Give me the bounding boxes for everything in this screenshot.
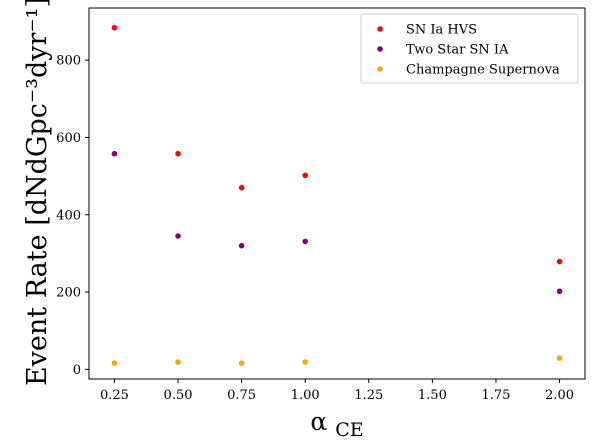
legend-marker xyxy=(377,66,383,72)
x-tick-label: 1.75 xyxy=(481,388,510,403)
data-point xyxy=(111,24,118,31)
x-tick-label: 1.25 xyxy=(354,388,383,403)
y-tick-label: 0 xyxy=(73,363,81,378)
x-axis-label: α CE xyxy=(310,407,363,441)
data-points xyxy=(111,24,563,366)
x-tick-label: 2.00 xyxy=(545,388,574,403)
x-tick-label: 0.75 xyxy=(227,388,256,403)
legend-label: Two Star SN IA xyxy=(406,43,509,58)
legend-label: Champagne Supernova xyxy=(406,63,560,78)
data-point xyxy=(302,359,309,365)
data-point xyxy=(175,359,181,365)
legend-label: SN Ia HVS xyxy=(406,23,477,38)
x-tick-label: 0.50 xyxy=(164,388,193,403)
legend-box xyxy=(360,13,579,84)
y-axis-label: Event Rate [dNdGpc⁻³dyr⁻¹] xyxy=(22,0,53,386)
x-axis-label-subscript: CE xyxy=(335,419,363,441)
y-tick-label: 400 xyxy=(56,208,81,223)
data-point xyxy=(556,288,563,295)
legend: SN Ia HVS Two Star SN IA Champagne Superno… xyxy=(360,13,579,84)
y-tick-label: 800 xyxy=(56,54,81,69)
data-point xyxy=(175,233,181,239)
data-point xyxy=(238,242,245,249)
y-tick-label: 600 xyxy=(56,131,81,146)
data-point xyxy=(175,150,181,157)
data-point xyxy=(302,238,309,245)
y-axis: 0 200 400 600 800 xyxy=(56,54,89,378)
data-point xyxy=(111,150,118,157)
x-axis-label-main: α xyxy=(310,407,327,436)
data-point xyxy=(238,360,245,366)
legend-marker xyxy=(377,26,383,32)
x-axis: 0.25 0.50 0.75 1.00 1.25 1.50 1.75 2.00 xyxy=(100,379,574,403)
x-tick-label: 0.25 xyxy=(100,388,129,403)
data-point xyxy=(238,184,245,191)
legend-marker xyxy=(377,46,383,52)
plot-area xyxy=(88,7,586,380)
data-point xyxy=(556,355,563,361)
data-point xyxy=(556,258,563,265)
x-tick-label: 1.00 xyxy=(291,388,320,403)
x-tick-label: 1.50 xyxy=(418,388,447,403)
y-tick-label: 200 xyxy=(56,286,81,301)
data-point xyxy=(302,172,309,179)
data-point xyxy=(111,360,118,366)
